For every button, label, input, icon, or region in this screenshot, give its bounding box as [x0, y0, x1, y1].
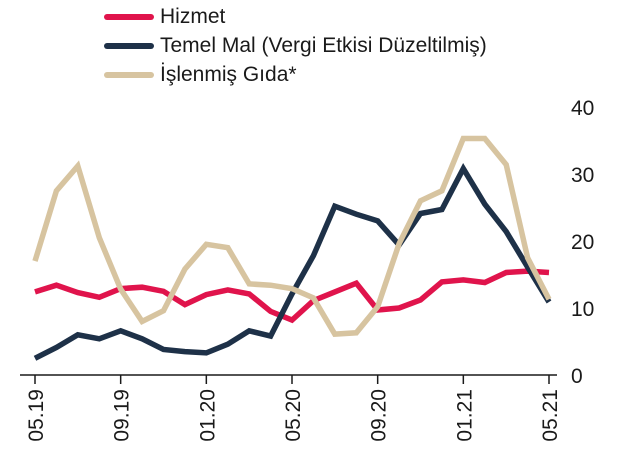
- x-tick-label: 05.19: [25, 389, 48, 442]
- x-tick-label: 01.20: [196, 389, 219, 442]
- y-tick-label: 10: [571, 298, 594, 321]
- legend-label-islenmis-gida: İşlenmiş Gıda*: [160, 62, 297, 86]
- x-tick-label: 01.21: [453, 389, 476, 442]
- y-tick-label: 40: [571, 97, 594, 120]
- legend-swatch-islenmis-gida: [104, 71, 154, 78]
- legend-swatch-temel-mal: [104, 42, 154, 49]
- y-tick-label: 20: [571, 231, 594, 254]
- legend-item-hizmet: Hizmet: [104, 2, 487, 31]
- legend-label-temel-mal: Temel Mal (Vergi Etkisi Düzeltilmiş): [160, 33, 487, 57]
- x-tick-label: 05.20: [282, 389, 305, 442]
- series-line-2: [32, 135, 552, 337]
- y-tick-label: 30: [571, 164, 594, 187]
- legend: Hizmet Temel Mal (Vergi Etkisi Düzeltilm…: [104, 2, 487, 89]
- x-tick-label: 09.20: [368, 389, 391, 442]
- legend-label-hizmet: Hizmet: [160, 4, 226, 28]
- series-line-1: [33, 162, 552, 361]
- legend-item-temel-mal: Temel Mal (Vergi Etkisi Düzeltilmiş): [104, 31, 487, 60]
- legend-swatch-hizmet: [104, 13, 154, 20]
- y-tick-label: 0: [571, 365, 583, 388]
- legend-item-islenmis-gida: İşlenmiş Gıda*: [104, 60, 487, 89]
- x-tick-label: 09.19: [111, 389, 134, 442]
- x-tick-label: 05.21: [539, 389, 562, 442]
